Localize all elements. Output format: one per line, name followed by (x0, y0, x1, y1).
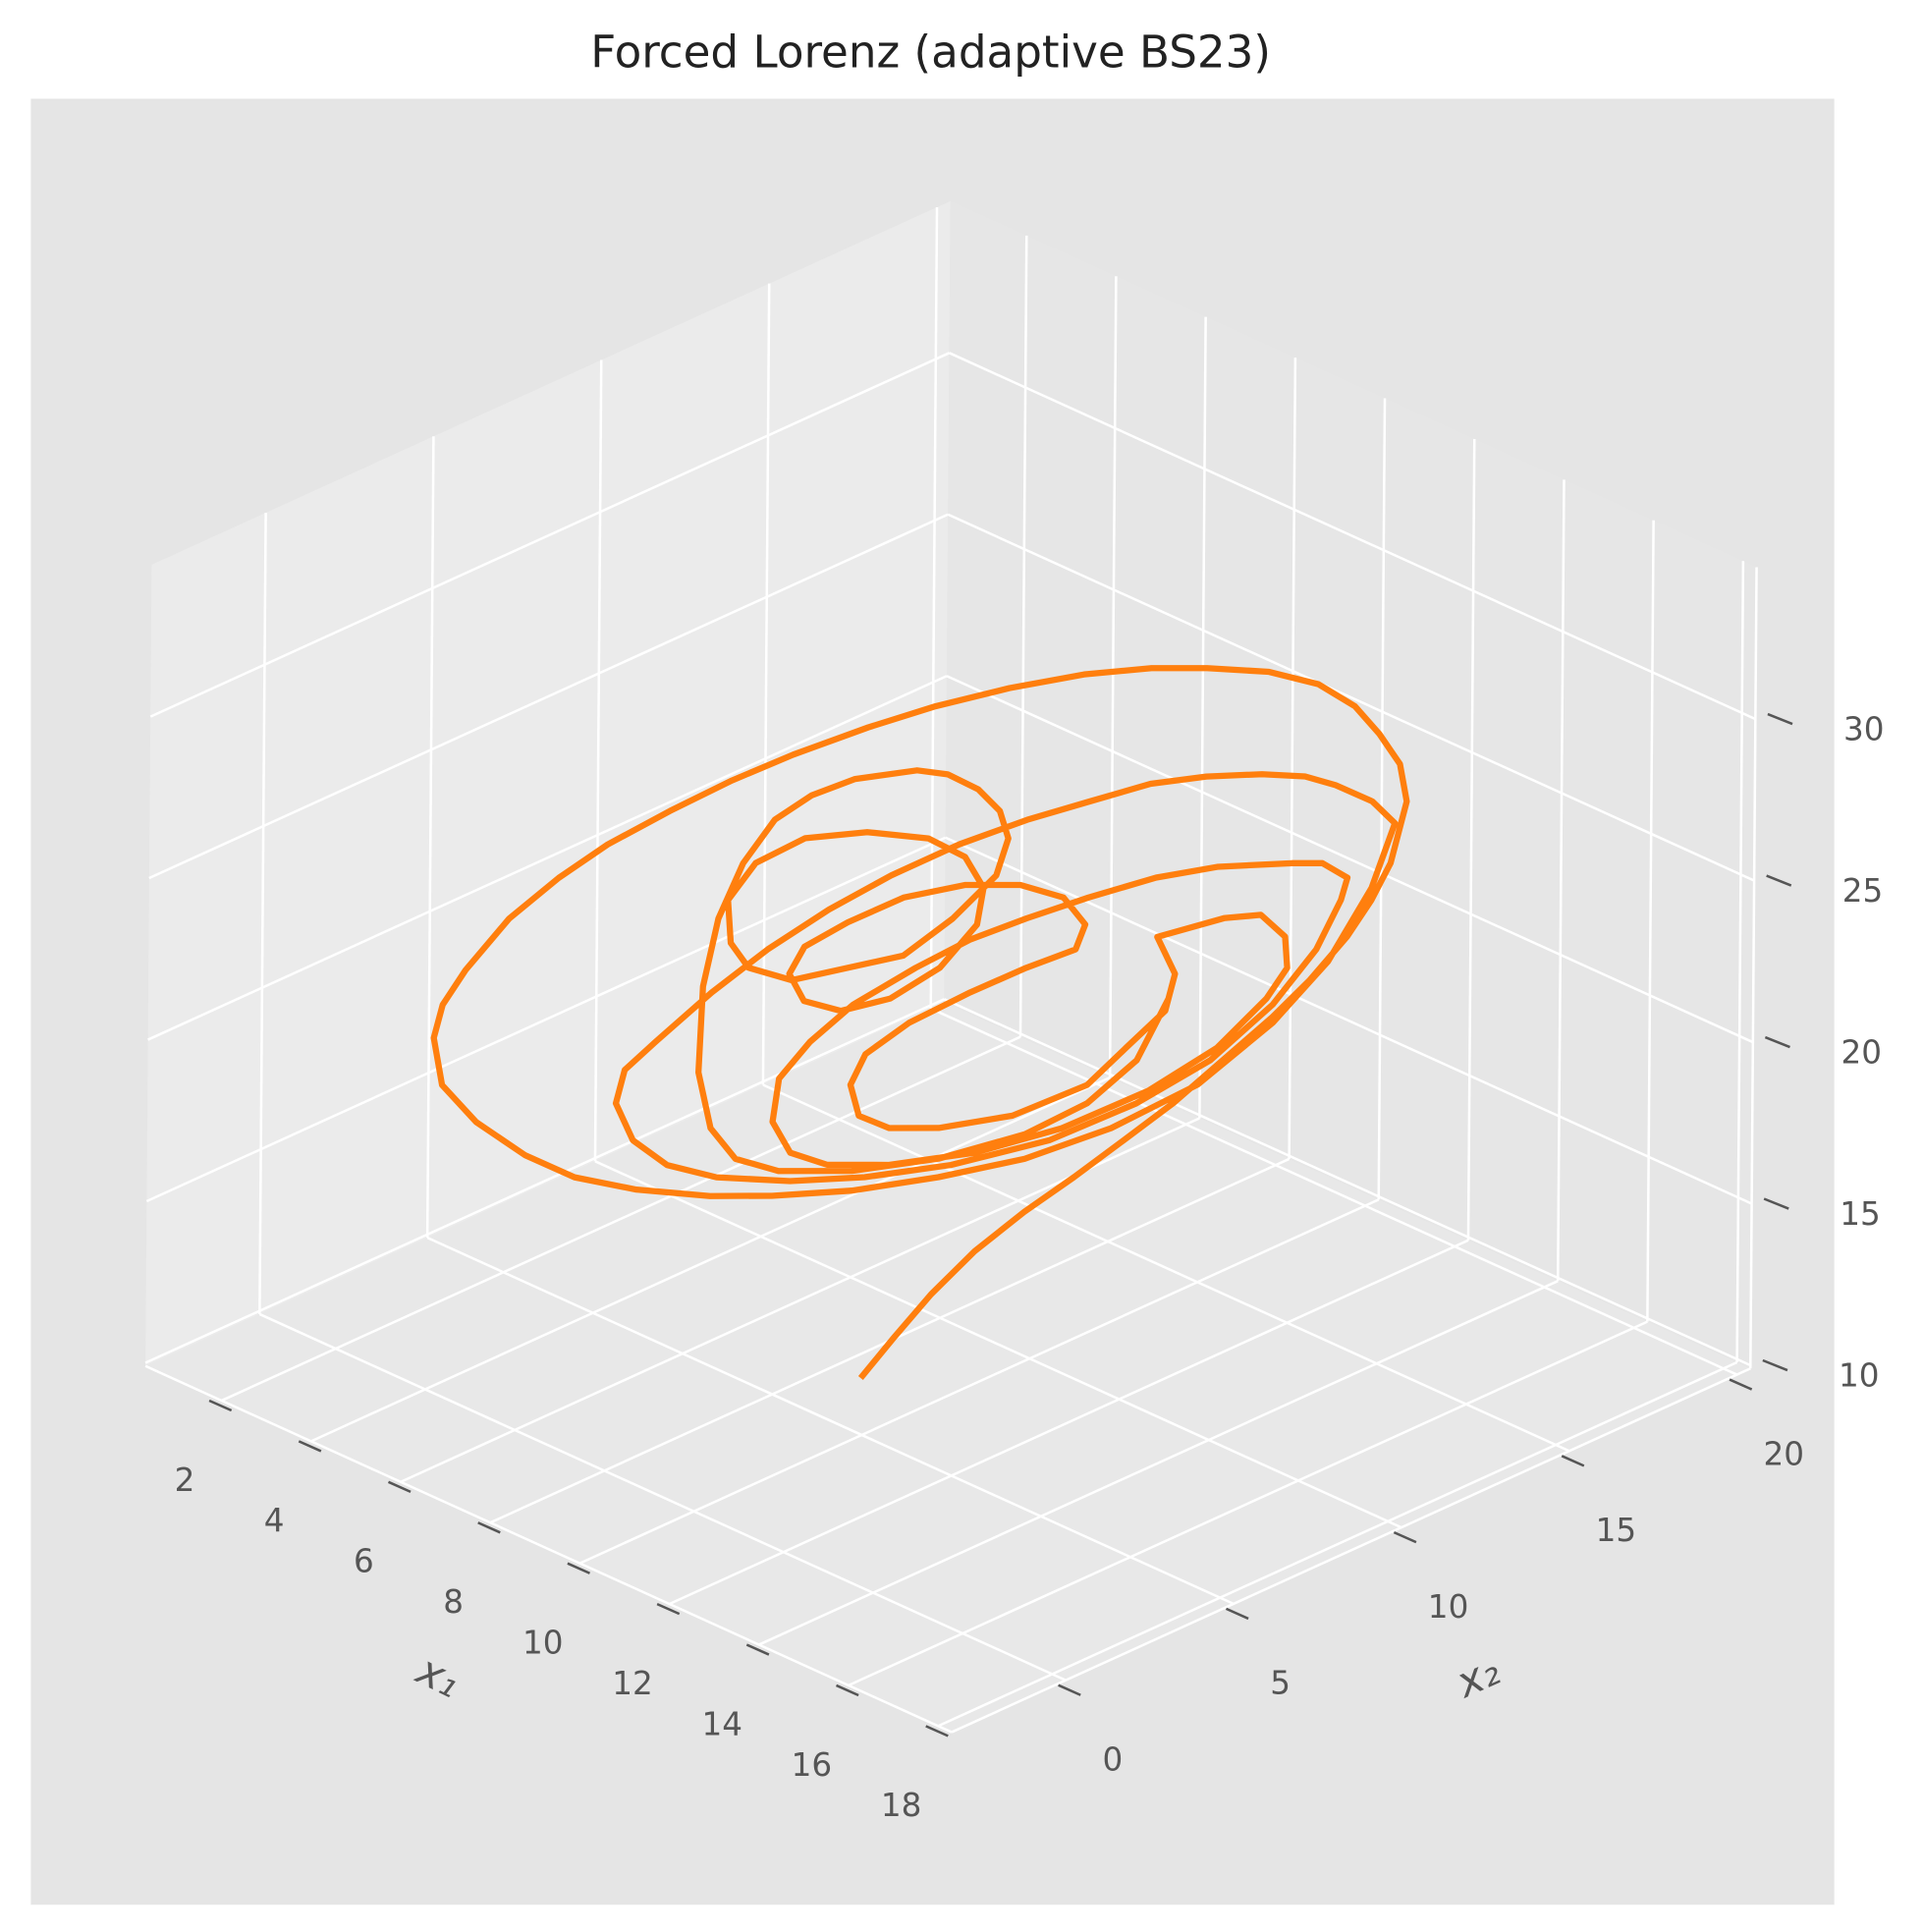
x-tick-label: 4 (264, 1502, 285, 1539)
tick-mark (1561, 1455, 1585, 1467)
x-axis-line (144, 1364, 953, 1734)
z-tick-label: 15 (1840, 1195, 1881, 1233)
z-tick-label: 30 (1843, 711, 1885, 748)
x-grid-line (1288, 358, 1297, 1159)
x-tick-label: 14 (701, 1705, 742, 1742)
x-tick-label: 16 (792, 1746, 833, 1784)
tick-mark (1763, 1197, 1789, 1210)
x-grid-line (1018, 235, 1028, 1037)
x-tick-label: 8 (443, 1583, 464, 1621)
chart-title: Forced Lorenz (adaptive BS23) (590, 27, 1271, 79)
tick-mark (925, 1725, 949, 1738)
y-tick-label: 15 (1596, 1512, 1637, 1549)
z-grid-line (148, 513, 949, 880)
tick-mark (836, 1684, 859, 1697)
z-axis-line (1749, 567, 1758, 1369)
tick-mark (1393, 1530, 1417, 1544)
ticks: 2 4 6 8 10 12 14 16 18 0 5 10 15 20 10 15 20 25 30 (175, 711, 1885, 1825)
panes (145, 200, 1757, 1733)
tick-mark (1767, 712, 1793, 726)
z-tick-label: 10 (1839, 1357, 1880, 1395)
z-grid-line (947, 513, 1755, 882)
x-tick-label: 2 (175, 1462, 195, 1499)
y-grid-line (258, 1312, 1067, 1682)
x-grid-line (1108, 276, 1118, 1078)
tick-mark (1729, 1378, 1753, 1391)
x-grid-line (1198, 316, 1207, 1119)
x-tick-label: 6 (354, 1543, 374, 1580)
x-grid-line (1466, 438, 1476, 1241)
y-grid-line (762, 1083, 1570, 1453)
y-grid-line (593, 359, 603, 1162)
tick-mark (208, 1399, 233, 1412)
tick-mark (387, 1480, 412, 1494)
tick-mark (1762, 1358, 1788, 1372)
right-pane (944, 200, 1757, 1369)
z-grid-line (145, 836, 947, 1203)
z-grid-line (946, 675, 1754, 1044)
z-grid-line (949, 352, 1756, 721)
x-grid-line (1377, 398, 1387, 1200)
y-axis-line (951, 1367, 1751, 1734)
left-pane (145, 200, 951, 1366)
trajectory-line (430, 665, 1410, 1380)
y-grid-line (426, 1236, 1235, 1606)
x-grid-line (1646, 520, 1655, 1322)
x-grid-line (310, 1076, 1111, 1443)
x-grid-line (578, 1198, 1380, 1565)
tick-mark (1058, 1684, 1081, 1696)
x-grid-line (937, 1360, 1738, 1728)
z-grid-line (149, 352, 951, 718)
tick-mark (567, 1562, 591, 1574)
x-tick-label: 12 (612, 1665, 653, 1702)
y-tick-label: 10 (1428, 1588, 1469, 1626)
tick-mark (477, 1521, 501, 1534)
x-grid-line (1556, 479, 1566, 1282)
floor-pane (145, 1002, 1751, 1733)
y-tick-label: 20 (1764, 1435, 1805, 1472)
x-grid-line (758, 1280, 1559, 1646)
tick-mark (656, 1602, 681, 1616)
plot-area (430, 665, 1410, 1380)
y-grid-line (425, 436, 435, 1239)
y-grid-line (930, 1007, 1738, 1376)
x-tick-label: 10 (522, 1625, 564, 1662)
z-tick-label: 20 (1841, 1034, 1883, 1072)
z-grid-line (943, 998, 1751, 1367)
z-grid-line (144, 998, 945, 1364)
z-tick-label: 25 (1842, 872, 1884, 910)
x-grid-line (848, 1320, 1648, 1687)
tick-mark (745, 1643, 770, 1656)
y-tick-label: 0 (1102, 1741, 1123, 1779)
y-grid-line (258, 513, 267, 1314)
y-grid-line (594, 1160, 1402, 1529)
x-grid-line (669, 1239, 1469, 1606)
z-grid-line (147, 675, 948, 1041)
tick-mark (1764, 1035, 1790, 1049)
x-tick-label: 18 (881, 1787, 922, 1824)
tick-mark (1225, 1607, 1249, 1621)
y-tick-label: 5 (1270, 1665, 1291, 1702)
y-grid-line (929, 206, 939, 1009)
x-grid-line (221, 1035, 1021, 1403)
tick-mark (1766, 874, 1792, 887)
x-grid-line (1735, 561, 1745, 1363)
tick-mark (298, 1440, 322, 1453)
